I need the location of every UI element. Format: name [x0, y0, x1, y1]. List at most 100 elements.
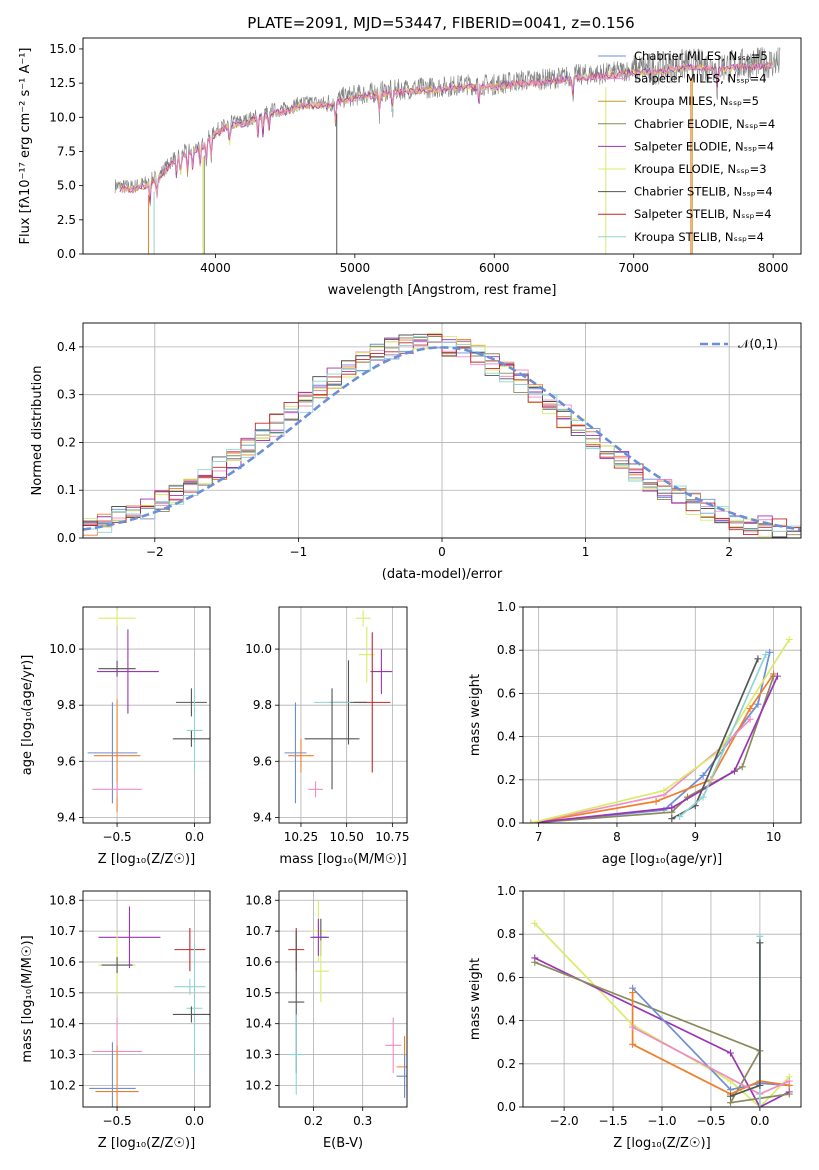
weight-marker	[660, 787, 668, 795]
legend-label: Chabrier ELODIE, Nₛₛₚ=4	[634, 117, 775, 131]
panel-massweight_vs_Z: −2.0 −1.5 −1.0 −0.5 0.0 0.0 0.2 0.4 0.6 0.8 1.0 Z […	[468, 884, 802, 1151]
error-bars	[87, 610, 210, 812]
x-axis-label: E(B-V)	[323, 1136, 363, 1151]
x-tick-label: 4000	[200, 261, 231, 275]
y-tick-label: 10.6	[245, 955, 272, 969]
legend-label: Chabrier STELIB, Nₛₛₚ=4	[634, 185, 773, 199]
y-tick-label: 1.0	[497, 600, 516, 614]
weight-marker	[629, 989, 637, 997]
model-spectrum	[120, 61, 774, 199]
x-tick-label: 1	[582, 545, 590, 559]
y-tick-label: 0.2	[57, 435, 76, 449]
y-tick-label: 0.4	[497, 730, 516, 744]
y-tick-label: 10.5	[49, 986, 76, 1000]
y-tick-label: 10.8	[245, 893, 272, 907]
legend-label: Chabrier MILES, Nₛₛₚ=5	[634, 49, 768, 63]
axes-frame	[82, 606, 211, 824]
y-tick-label: 10.4	[245, 1017, 272, 1031]
panel-massweight_vs_age: 7 8 9 10 0.0 0.2 0.4 0.6 0.8 1.0 age [log₁₀(age/yr…	[468, 600, 802, 867]
panel-age_vs_Z: −0.5 0.0 9.4 9.6 9.8 10.0 Z [log₁₀(Z/Z☉)] age […	[20, 606, 211, 867]
y-tick-label: 10.0	[245, 642, 272, 656]
panel-residuals: −2 −1 0 1 2 0.0 0.1 0.2 0.3 0.4 𝒩(0,1) (data-model)…	[30, 322, 802, 582]
weight-line	[671, 658, 759, 820]
y-tick-label: 0.2	[497, 1057, 516, 1071]
y-tick-label: 10.6	[49, 955, 76, 969]
weight-marker	[676, 813, 684, 821]
weight-line	[730, 942, 761, 1097]
y-tick-label: 0.8	[497, 643, 516, 657]
x-tick-label: 0.0	[185, 830, 204, 844]
x-axis-label: wavelength [Angstrom, rest frame]	[328, 283, 557, 298]
weight-marker	[746, 705, 754, 713]
x-tick-label: 2	[725, 545, 733, 559]
y-tick-label: 10.5	[245, 986, 272, 1000]
weight-marker	[699, 771, 707, 779]
legend-label: Kroupa STELIB, Nₛₛₚ=4	[634, 230, 764, 244]
weight-marker	[668, 804, 676, 812]
y-tick-label: 0.8	[497, 927, 516, 941]
y-axis-label: Normed distribution	[30, 366, 45, 496]
x-tick-label: 0.0	[185, 1114, 204, 1128]
y-tick-label: 0.4	[57, 340, 76, 354]
y-tick-label: 9.4	[57, 810, 76, 824]
panel-spectrum: 4000 5000 6000 7000 8000 0.0 2.5 5.0 7.5 10.0 12.5…	[18, 37, 802, 298]
error-bars	[284, 610, 393, 804]
y-tick-label: 0.2	[497, 773, 516, 787]
weight-marker	[727, 1099, 735, 1107]
error-bars	[89, 906, 210, 1107]
x-tick-label: 6000	[479, 261, 510, 275]
weight-marker	[756, 1103, 764, 1107]
y-axis-label: Flux [fλ10⁻¹⁷ erg cm⁻² s⁻¹ A⁻¹]	[18, 48, 33, 245]
y-tick-label: 12.5	[49, 76, 76, 90]
y-axis-label: mass weight	[468, 674, 483, 756]
legend-label: 𝒩(0,1)	[738, 337, 778, 351]
x-tick-label: 10.50	[329, 830, 363, 844]
weight-marker	[531, 919, 539, 927]
residual-histogram	[83, 336, 801, 538]
axes-frame	[522, 890, 802, 1108]
x-tick-label: 8000	[758, 261, 789, 275]
x-tick-label: 0.2	[304, 1114, 323, 1128]
legend-label: Salpeter ELODIE, Nₛₛₚ=4	[634, 139, 774, 153]
x-tick-label: 0.0	[750, 1114, 769, 1128]
x-tick-label: 7000	[618, 261, 649, 275]
x-tick-label: 10.25	[284, 830, 318, 844]
x-tick-label: 10.75	[375, 830, 409, 844]
y-tick-label: 1.0	[497, 884, 516, 898]
y-tick-label: 5.0	[57, 179, 76, 193]
x-tick-label: −2	[146, 545, 164, 559]
legend-label: Salpeter STELIB, Nₛₛₚ=4	[634, 207, 772, 221]
legend-label: Kroupa ELODIE, Nₛₛₚ=3	[634, 162, 767, 176]
x-tick-label: 10	[766, 830, 781, 844]
weight-marker	[629, 1023, 637, 1031]
y-tick-label: 9.8	[253, 698, 272, 712]
x-tick-label: −2.0	[550, 1114, 579, 1128]
x-tick-label: 9	[691, 830, 699, 844]
model-spectrum	[119, 62, 773, 204]
weight-marker	[699, 793, 707, 801]
x-tick-label: 0	[438, 545, 446, 559]
weight-marker	[746, 715, 754, 723]
y-tick-label: 10.0	[49, 110, 76, 124]
y-tick-label: 15.0	[49, 42, 76, 56]
weight-marker	[774, 672, 782, 680]
x-tick-label: −0.5	[103, 830, 132, 844]
x-axis-label: mass [log₁₀(M/M☉)]	[279, 852, 406, 867]
panel-mass_vs_Z: −0.5 0.0 10.2 10.3 10.4 10.5 10.6 10.7 10.8 Z [lo…	[20, 890, 211, 1151]
axes-frame	[82, 37, 802, 255]
y-tick-label: 10.3	[49, 1048, 76, 1062]
axes-frame	[82, 890, 211, 1108]
y-tick-label: 0.0	[497, 816, 516, 830]
y-tick-label: 0.0	[57, 531, 76, 545]
weight-marker	[668, 815, 676, 823]
y-tick-label: 10.7	[49, 924, 76, 938]
weight-marker	[531, 958, 539, 966]
figure-title: PLATE=2091, MJD=53447, FIBERID=0041, z=0…	[247, 14, 634, 32]
panel-mass_vs_ebv: 0.2 0.3 10.2 10.3 10.4 10.5 10.6 10.7 10.8 E(B-V)	[245, 890, 408, 1151]
y-axis-label: mass [log₁₀(M/M☉)]	[20, 935, 35, 1062]
legend-label: Kroupa MILES, Nₛₛₚ=5	[634, 94, 759, 108]
weight-marker	[727, 1049, 735, 1057]
weight-line	[530, 638, 791, 823]
y-tick-label: 10.0	[49, 642, 76, 656]
